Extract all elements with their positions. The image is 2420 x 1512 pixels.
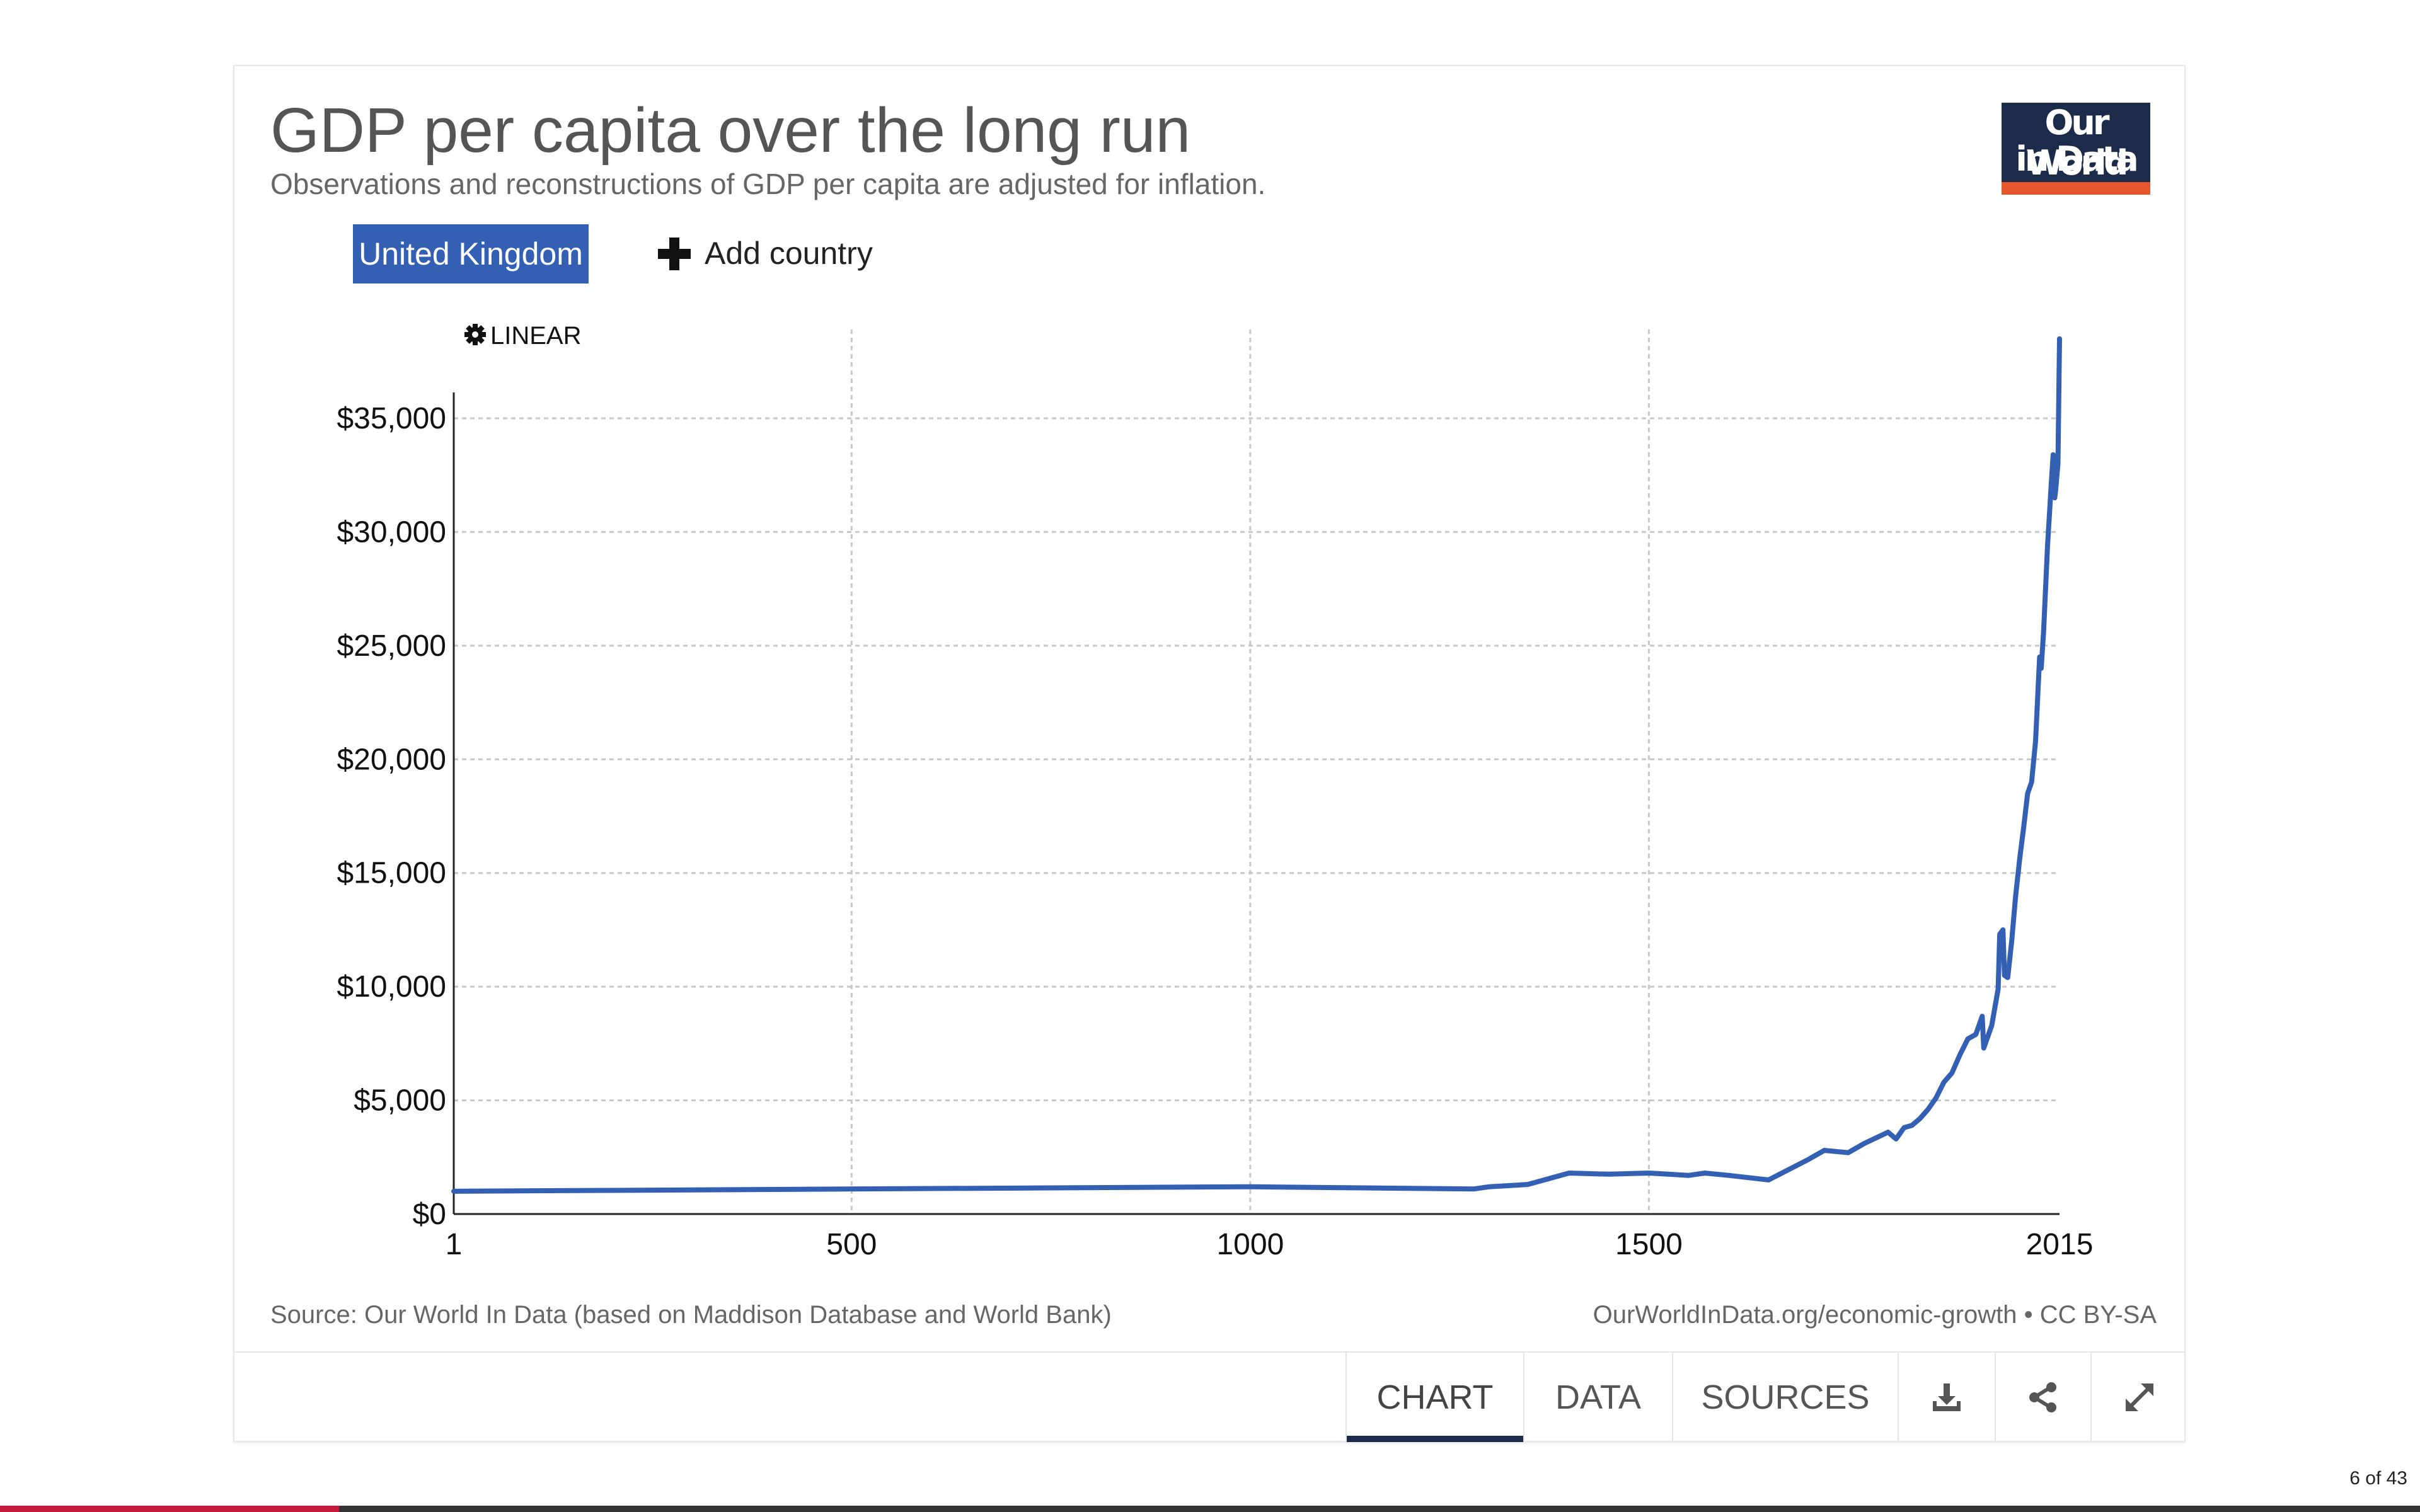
- scale-toggle[interactable]: LINEAR: [464, 322, 582, 350]
- chart-title: GDP per capita over the long run: [270, 95, 1191, 166]
- y-tick-label: $20,000: [337, 743, 446, 776]
- x-tick-label: 1000: [1216, 1228, 1284, 1261]
- x-tick-label: 1500: [1615, 1228, 1683, 1261]
- y-tick-label: $35,000: [337, 402, 446, 435]
- tab-data-label: DATA: [1555, 1378, 1641, 1416]
- tab-chart-label: CHART: [1376, 1378, 1494, 1416]
- license-link[interactable]: OurWorldInData.org/economic-growth • CC …: [1593, 1301, 2157, 1329]
- series-line-united-kingdom: [451, 336, 2062, 1194]
- y-tick-label: $30,000: [337, 515, 446, 549]
- active-tab-indicator: [1347, 1436, 1523, 1442]
- tab-sources[interactable]: SOURCES: [1672, 1353, 1898, 1442]
- selected-country-chip[interactable]: United Kingdom: [353, 224, 589, 284]
- download-icon: [1933, 1383, 1961, 1411]
- tab-chart[interactable]: CHART: [1345, 1353, 1523, 1442]
- logo-line-1: Our World: [2025, 103, 2129, 183]
- x-tick-label: 1: [446, 1228, 463, 1261]
- logo-accent-bar: [2002, 182, 2150, 195]
- source-note: Source: Our World In Data (based on Madd…: [270, 1301, 1112, 1329]
- y-tick-label: $15,000: [337, 857, 446, 890]
- scale-toggle-label: LINEAR: [490, 322, 582, 350]
- y-tick-label: $25,000: [337, 629, 446, 663]
- chart-card: GDP per capita over the long run Observa…: [233, 65, 2186, 1442]
- series-layer: [451, 336, 2062, 1194]
- fullscreen-button[interactable]: [2090, 1353, 2187, 1442]
- x-tick-label: 2015: [2026, 1228, 2094, 1261]
- share-button[interactable]: [1995, 1353, 2090, 1442]
- grid-lines: [454, 329, 2060, 1214]
- download-button[interactable]: [1898, 1353, 1995, 1442]
- share-icon: [2029, 1382, 2056, 1412]
- footer-divider: [234, 1351, 2184, 1353]
- slideshow-progress-track: [0, 1506, 2420, 1512]
- y-tick-label: $10,000: [337, 970, 446, 1004]
- gear-icon: [464, 324, 486, 345]
- add-country-button[interactable]: Add country: [705, 236, 873, 271]
- expand-icon: [2125, 1383, 2153, 1411]
- tab-data[interactable]: DATA: [1523, 1353, 1672, 1442]
- y-tick-label: $0: [413, 1198, 446, 1231]
- line-chart: $0 $5,000 $10,000 $15,000 $20,000 $25,000 $30,…: [337, 322, 2093, 1261]
- owid-logo[interactable]: Our World in Data: [2002, 103, 2150, 195]
- slide-counter: 6 of 43: [2349, 1468, 2407, 1489]
- slideshow-progress-fill: [0, 1506, 339, 1512]
- x-tick-label: 500: [826, 1228, 877, 1261]
- chart-subtitle: Observations and reconstructions of GDP …: [270, 168, 1266, 200]
- axes: $0 $5,000 $10,000 $15,000 $20,000 $25,000 $30,…: [337, 392, 2093, 1261]
- plus-icon[interactable]: [658, 238, 691, 270]
- logo-line-2: in Data: [2015, 139, 2138, 179]
- tab-sources-label: SOURCES: [1701, 1378, 1870, 1416]
- y-tick-label: $5,000: [354, 1084, 446, 1118]
